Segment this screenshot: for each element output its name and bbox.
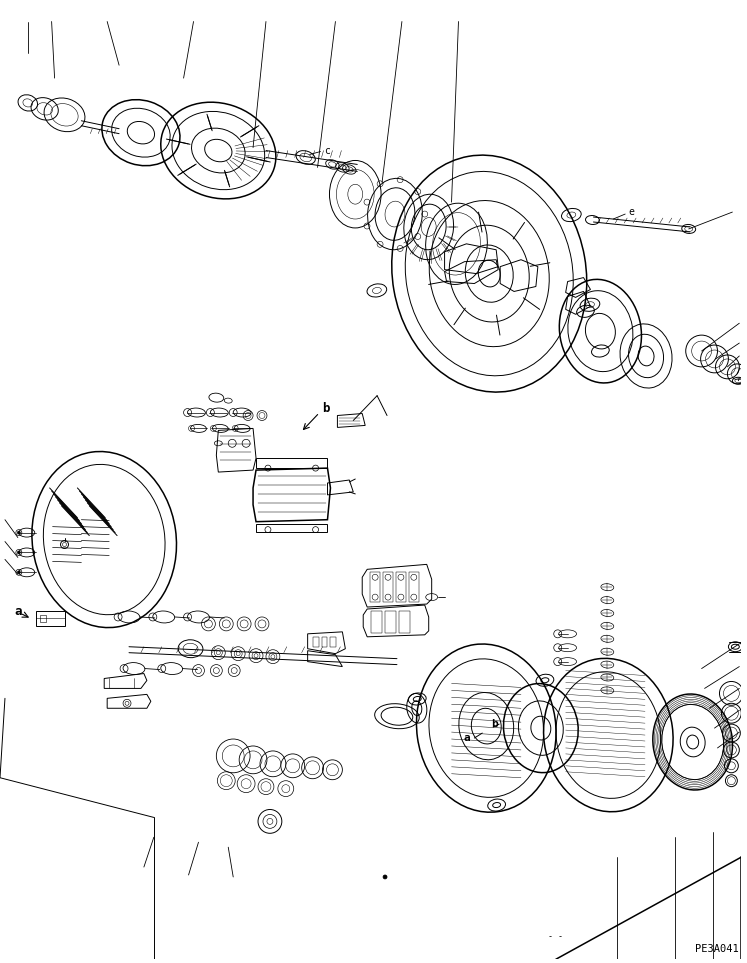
Bar [256, 458, 327, 468]
Bar [371, 572, 380, 602]
Text: c: c [324, 145, 330, 156]
Bar [321, 637, 327, 647]
Bar [330, 637, 336, 647]
Text: e: e [628, 207, 634, 217]
Bar [40, 615, 46, 622]
Bar [256, 524, 327, 532]
Circle shape [17, 571, 20, 574]
Text: b: b [491, 719, 498, 729]
Text: b: b [322, 403, 329, 415]
Bar [371, 611, 382, 633]
Bar [36, 611, 66, 626]
Circle shape [17, 532, 20, 534]
Text: PE3A041: PE3A041 [695, 945, 739, 954]
Text: a: a [463, 733, 470, 743]
Polygon shape [253, 468, 330, 522]
Text: a: a [14, 605, 22, 617]
Bar [396, 572, 406, 602]
Ellipse shape [686, 735, 698, 749]
Bar [383, 572, 393, 602]
Bar [312, 637, 318, 647]
Bar [409, 572, 419, 602]
Ellipse shape [478, 260, 500, 287]
Bar [385, 611, 396, 633]
Circle shape [17, 551, 20, 554]
Circle shape [383, 875, 387, 879]
Bar [399, 611, 410, 633]
Text: - -: - - [548, 932, 563, 941]
